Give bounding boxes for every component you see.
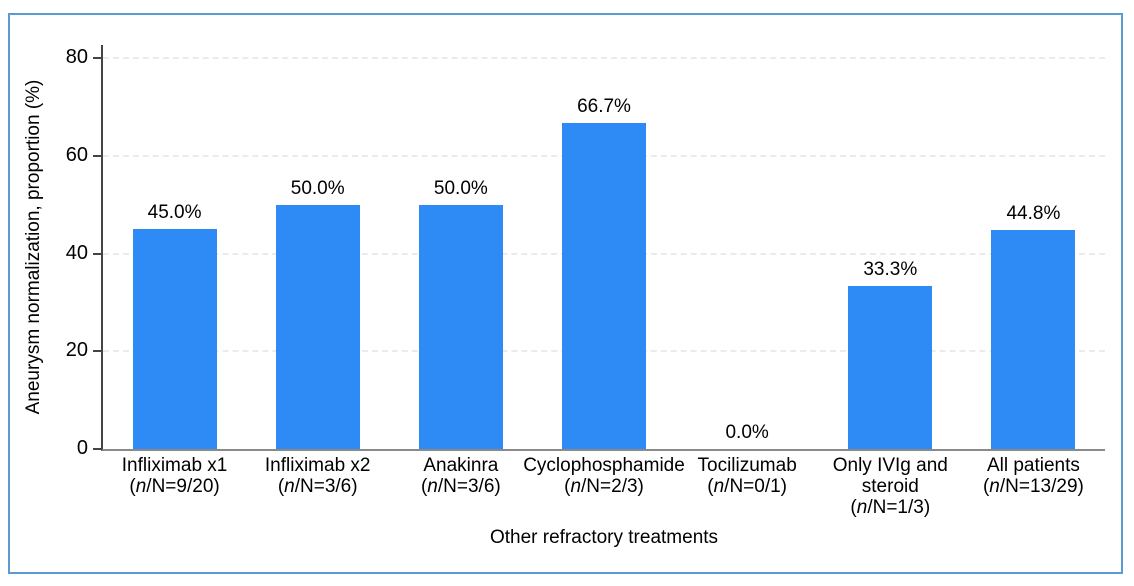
category-name-line: Cyclophosphamide bbox=[523, 455, 685, 476]
category-ratio-line: (n/N=9/20) bbox=[129, 476, 220, 497]
y-tick-label-0: 0 bbox=[76, 437, 88, 459]
category-label-3: Anakinra (n/N=3/6) bbox=[421, 455, 501, 497]
x-axis-title: Other refractory treatments bbox=[489, 527, 719, 548]
category-name-line: All patients bbox=[986, 455, 1080, 476]
bar-value-label-5: 0.0% bbox=[725, 422, 769, 443]
category-label-4: Cyclophosphamide (n/N=2/3) bbox=[523, 455, 685, 497]
y-tick-label-40: 40 bbox=[65, 241, 88, 264]
y-tick-80 bbox=[93, 57, 101, 59]
gridline-80 bbox=[103, 57, 1105, 59]
bar-value-label-4: 66.7% bbox=[577, 96, 631, 118]
bar-4 bbox=[562, 123, 646, 449]
category-name-line: Anakinra bbox=[423, 455, 499, 476]
bar-value-label-6: 33.3% bbox=[863, 259, 918, 281]
y-tick-label-60: 60 bbox=[65, 143, 88, 166]
bar-1 bbox=[132, 229, 217, 449]
category-ratio-line: (n/N=2/3) bbox=[564, 476, 644, 497]
plot-area: 45.0% 50.0% 50.0% 66.7% 0.0% 33.3% 44.8% bbox=[101, 45, 1105, 451]
category-name-line: steroid bbox=[861, 476, 919, 497]
category-label-7: All patients (n/N=13/29) bbox=[983, 455, 1084, 497]
bar-value-label-7: 44.8% bbox=[1006, 203, 1061, 225]
category-label-2: Infliximab x2 (n/N=3/6) bbox=[265, 455, 371, 497]
category-ratio-line: (n/N=0/1) bbox=[707, 476, 788, 497]
y-tick-40 bbox=[93, 252, 101, 255]
y-tick-20 bbox=[93, 350, 101, 353]
category-ratio-line: (n/N=13/29) bbox=[982, 476, 1084, 497]
bar-value-label-1: 45.0% bbox=[147, 202, 202, 224]
category-ratio-line: (n/N=1/3) bbox=[850, 497, 931, 518]
bar-value-label-3: 50.0% bbox=[433, 177, 488, 199]
bar-6 bbox=[848, 286, 933, 449]
bar-7 bbox=[991, 230, 1076, 449]
y-tick-label-80: 80 bbox=[65, 46, 88, 68]
y-tick-0 bbox=[93, 448, 101, 450]
category-label-1: Infliximab x1 (n/N=9/20) bbox=[122, 455, 228, 497]
y-tick-60 bbox=[93, 154, 101, 157]
bar-2 bbox=[275, 204, 360, 449]
category-label-5: Tocilizumab (n/N=0/1) bbox=[698, 455, 797, 497]
category-name-line: Tocilizumab bbox=[697, 455, 797, 476]
category-ratio-line: (n/N=3/6) bbox=[420, 476, 501, 497]
y-tick-label-20: 20 bbox=[65, 339, 88, 362]
bar-value-label-2: 50.0% bbox=[290, 177, 345, 199]
category-name-line: Infliximab x1 bbox=[121, 455, 228, 476]
category-label-6: Only IVIg and steroid (n/N=1/3) bbox=[833, 455, 948, 518]
category-name-line: Infliximab x2 bbox=[264, 455, 371, 476]
category-ratio-line: (n/N=3/6) bbox=[277, 476, 358, 497]
bar-3 bbox=[418, 204, 503, 449]
category-name-line: Only IVIg and bbox=[832, 455, 948, 476]
